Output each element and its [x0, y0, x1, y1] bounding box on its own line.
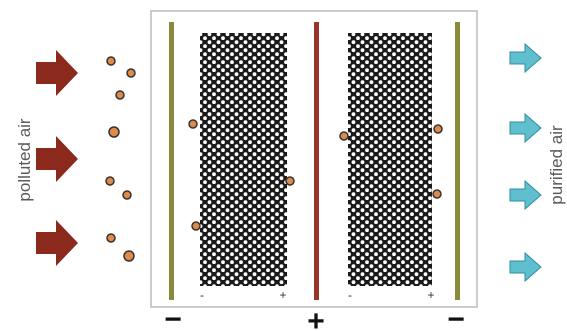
purified-air-label: purified air	[547, 125, 566, 205]
center-plate-polarity: +	[307, 305, 325, 331]
dust-particle-icon	[122, 190, 132, 200]
polluted-air-label: polluted air	[15, 118, 34, 202]
left-plate-polarity: −	[164, 303, 182, 331]
outlet-arrow-icon	[509, 179, 542, 211]
dust-particle-icon	[191, 221, 201, 231]
dust-particle-icon	[188, 119, 198, 129]
left-filter-mesh	[200, 33, 287, 286]
filter1-minus-sign: -	[200, 288, 204, 302]
left-ground-plate	[169, 22, 174, 300]
right-filter-mesh	[348, 33, 432, 286]
dust-particle-icon	[339, 131, 349, 141]
filter2-minus-sign: -	[348, 288, 352, 302]
incoming-particles	[105, 56, 136, 262]
dust-particle-icon	[106, 56, 116, 66]
filter1-plus-sign: +	[279, 288, 286, 302]
dust-particle-icon	[126, 68, 136, 78]
dust-particle-icon	[106, 233, 116, 243]
dust-particle-icon	[433, 124, 443, 134]
inlet-arrow-icon	[36, 50, 78, 96]
captured-particles	[188, 119, 443, 231]
outlet-arrow-icon	[509, 42, 542, 74]
dust-particle-icon	[285, 176, 295, 186]
dust-particle-icon	[105, 176, 115, 186]
dust-particle-icon	[432, 189, 442, 199]
dust-particle-icon	[108, 126, 120, 138]
center-charged-plate	[314, 22, 319, 300]
dust-particle-icon	[123, 250, 135, 262]
filter2-plus-sign: +	[427, 288, 434, 302]
inlet-arrows	[36, 50, 78, 266]
right-ground-plate	[455, 22, 460, 300]
inlet-arrow-icon	[36, 136, 78, 182]
outlet-arrow-icon	[509, 251, 542, 283]
outlet-arrow-icon	[509, 112, 542, 144]
right-plate-polarity: −	[447, 303, 465, 331]
outlet-arrows	[509, 42, 542, 283]
inlet-arrow-icon	[36, 220, 78, 266]
dust-particle-icon	[115, 90, 125, 100]
